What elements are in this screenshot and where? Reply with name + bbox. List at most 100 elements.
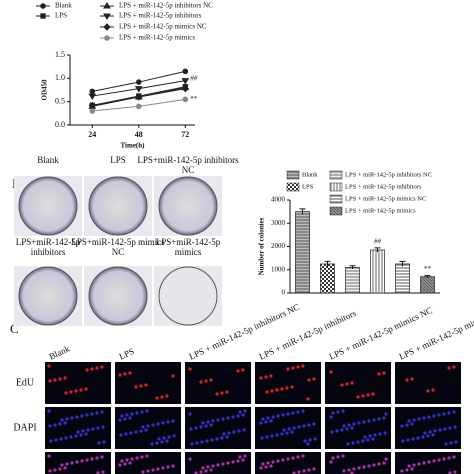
legend-label: LPS + miR-142-5p mimics NC: [119, 23, 207, 31]
cell: [236, 459, 240, 463]
cell: [206, 420, 210, 424]
cell: [292, 426, 296, 430]
cell: [361, 394, 365, 398]
cell: [101, 425, 105, 429]
cell: [371, 437, 375, 441]
cell: [97, 441, 101, 445]
cell: [189, 427, 193, 431]
dish: [18, 266, 78, 326]
cell: [448, 426, 452, 430]
cell: [144, 428, 148, 432]
cell: [58, 422, 62, 426]
cell: [286, 412, 290, 416]
cell: [95, 456, 99, 460]
cell: [135, 456, 139, 460]
cell: [281, 458, 285, 462]
cell: [199, 425, 203, 429]
y-tick-label: 0.0: [55, 120, 65, 129]
cell: [128, 416, 132, 420]
cell: [296, 365, 300, 369]
cell: [270, 389, 274, 393]
cell: [123, 462, 127, 466]
cell: [243, 409, 247, 413]
cell: [91, 427, 95, 431]
cell: [236, 369, 240, 373]
cell: [63, 466, 67, 470]
cell: [123, 417, 127, 421]
cell: [199, 380, 203, 384]
cell: [167, 435, 171, 439]
cell: [287, 427, 291, 431]
cell: [372, 463, 376, 467]
x-tick-label: 48: [135, 130, 143, 139]
cell: [296, 455, 300, 459]
cell: [226, 416, 230, 420]
cell: [165, 394, 169, 398]
cell: [373, 433, 377, 437]
cell: [49, 439, 53, 443]
cell: [352, 467, 356, 471]
cell: [140, 455, 144, 459]
point: [135, 79, 142, 85]
cell: [302, 469, 306, 473]
cell: [118, 463, 122, 467]
cell: [377, 462, 381, 466]
error-bar: [374, 247, 381, 253]
cell: [366, 438, 370, 442]
cell: [280, 432, 284, 436]
cell: [260, 436, 264, 440]
cell: [74, 434, 78, 438]
cell: [101, 470, 105, 474]
cell: [452, 410, 456, 414]
annotation: ##: [374, 238, 382, 246]
cell: [60, 418, 64, 422]
cell: [266, 461, 270, 465]
dish-label: LPS+miR-142-5p mimics: [156, 237, 221, 257]
cell: [384, 412, 388, 416]
cell: [276, 459, 280, 463]
x-axis-title: Time(h): [121, 142, 146, 150]
y-axis-title: Number of colonies: [258, 217, 266, 275]
cell: [100, 455, 104, 459]
cell: [209, 378, 213, 382]
cell: [301, 454, 305, 458]
cell: [130, 412, 134, 416]
cell: [120, 459, 124, 463]
cell: [271, 460, 275, 464]
cell: [367, 464, 371, 468]
cell: [139, 384, 143, 388]
cell: [161, 421, 165, 425]
cell: [231, 460, 235, 464]
cell: [128, 461, 132, 465]
cell: [201, 466, 205, 470]
cell: [90, 412, 94, 416]
cell: [269, 464, 273, 468]
point: [88, 93, 97, 101]
cell: [205, 439, 209, 443]
cell: [211, 464, 215, 468]
legend-label: LPS + miR-142-5p mimics: [345, 207, 416, 214]
cell: [357, 421, 361, 425]
cell: [291, 411, 295, 415]
cell: [210, 438, 214, 442]
cell: [135, 411, 139, 415]
cell: [160, 395, 164, 399]
cell: [265, 390, 269, 394]
cell: [63, 376, 67, 380]
y-tick-label: 4000: [271, 196, 286, 204]
cell: [141, 425, 145, 429]
cell: [165, 439, 169, 443]
point: [103, 13, 111, 20]
cell: [301, 409, 305, 413]
cell: [371, 392, 375, 396]
cell: [377, 372, 381, 376]
cell: [416, 436, 420, 440]
cell: [58, 377, 62, 381]
cell: [372, 418, 376, 422]
cell: [432, 459, 436, 463]
cell: [215, 392, 219, 396]
cell: [166, 420, 170, 424]
cell: [188, 412, 192, 416]
cell: [442, 412, 446, 416]
